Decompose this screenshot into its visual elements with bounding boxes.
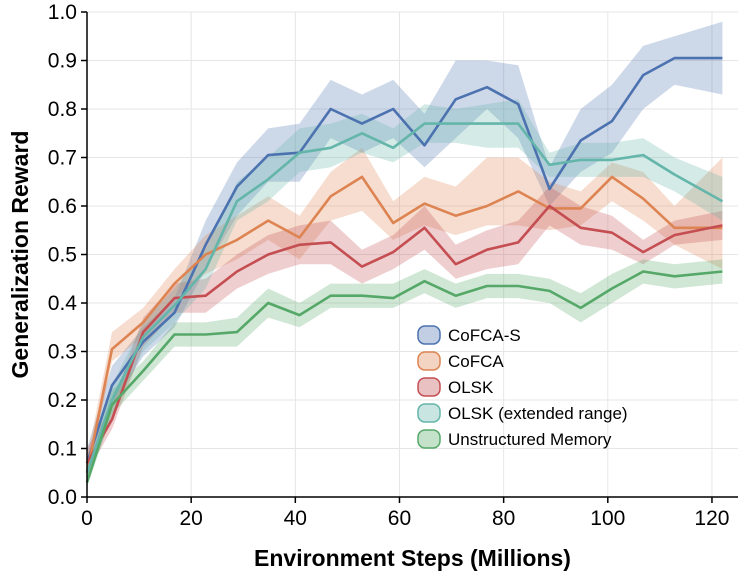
legend-label: CoFCA-S [448, 326, 521, 345]
y-tick-label: 0.4 [48, 292, 78, 315]
confidence-band [87, 147, 723, 483]
x-tick-label: 80 [492, 507, 515, 530]
y-tick-label: 0.3 [48, 341, 77, 364]
series-line [85, 56, 723, 464]
x-tick-label: 20 [179, 507, 202, 530]
y-tick-label: 0.1 [48, 438, 77, 461]
legend-swatch [417, 429, 441, 449]
y-tick-label: 0.0 [48, 486, 77, 509]
y-tick-label: 0.7 [48, 147, 77, 170]
series-lines [85, 56, 724, 483]
y-tick-label: 0.5 [48, 244, 77, 267]
tick-labels: 0.0 0.1 0.2 0.3 0.4 0.5 0.6 0.7 0.8 0.9 1.0 0 20 40 60… [48, 1, 730, 530]
x-tick-label: 0 [81, 507, 93, 530]
legend-swatch [417, 403, 441, 423]
y-tick-label: 0.6 [48, 195, 77, 218]
x-axis-title: Environment Steps (Millions) [254, 545, 571, 571]
confidence-band [87, 259, 723, 488]
series-line [85, 204, 723, 464]
axes [81, 11, 738, 503]
y-tick-label: 0.9 [48, 50, 77, 73]
legend: CoFCA-S CoFCA OLSK OLSK (extended range) Uns… [417, 325, 628, 449]
confidence-band [87, 186, 723, 473]
series-line [85, 270, 723, 483]
series-line [85, 122, 724, 474]
series-line [85, 175, 723, 474]
legend-swatch [417, 325, 441, 345]
legend-label: OLSK (extended range) [448, 404, 628, 423]
legend-swatch [417, 377, 441, 397]
y-tick-label: 1.0 [48, 1, 77, 24]
y-tick-label: 0.2 [48, 389, 77, 412]
x-tick-label: 40 [284, 507, 307, 530]
y-axis-title: Generalization Reward [7, 131, 33, 379]
y-tick-label: 0.8 [48, 98, 77, 121]
legend-label: OLSK [448, 378, 494, 397]
legend-label: CoFCA [448, 352, 504, 371]
legend-label: Unstructured Memory [448, 430, 612, 449]
x-tick-label: 100 [590, 507, 625, 530]
legend-swatch [417, 351, 441, 371]
x-tick-label: 120 [694, 507, 729, 530]
x-tick-label: 60 [388, 507, 411, 530]
